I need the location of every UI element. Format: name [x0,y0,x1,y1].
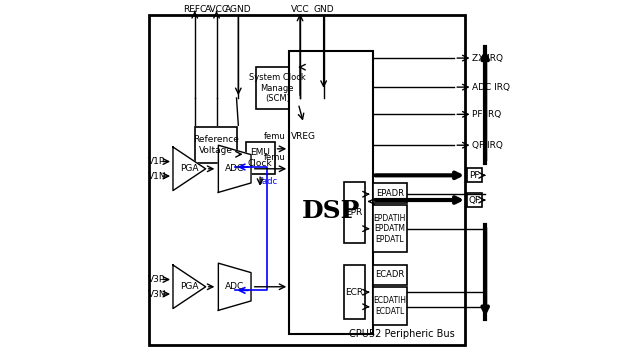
Text: QF: QF [468,196,481,204]
Text: Reference
Voltage: Reference Voltage [193,135,239,155]
Polygon shape [218,145,251,192]
FancyBboxPatch shape [246,142,275,174]
Polygon shape [173,147,205,191]
Text: femu: femu [264,154,285,162]
FancyBboxPatch shape [344,182,365,243]
Text: PGA: PGA [180,164,198,173]
Text: V3N: V3N [148,290,166,298]
Text: V3P: V3P [148,275,165,284]
Text: ECADR: ECADR [375,270,404,280]
Text: GND: GND [314,5,334,15]
Text: System Clock
Manage
(SCM): System Clock Manage (SCM) [249,73,306,103]
FancyBboxPatch shape [289,51,372,334]
Text: V1N: V1N [148,172,166,180]
Text: PGA: PGA [180,282,198,291]
Text: V1P: V1P [148,157,165,166]
Text: ECR: ECR [345,288,363,297]
FancyBboxPatch shape [372,183,407,203]
Text: AVCC: AVCC [205,5,228,15]
Text: EPDATIH
EPDATM
EPDATL: EPDATIH EPDATM EPDATL [374,214,406,244]
Text: fadc: fadc [260,177,278,186]
Text: ADC: ADC [225,164,244,173]
Text: VCC: VCC [291,5,309,15]
FancyBboxPatch shape [149,15,465,345]
Text: ADC IRQ: ADC IRQ [472,83,511,91]
Text: DSP: DSP [301,199,360,223]
FancyBboxPatch shape [195,127,237,163]
FancyBboxPatch shape [372,265,407,285]
Text: REFC: REFC [183,5,206,15]
FancyBboxPatch shape [291,123,316,149]
Text: QF IRQ: QF IRQ [472,141,503,150]
FancyBboxPatch shape [344,265,365,319]
Text: ZX IRQ: ZX IRQ [472,54,504,62]
FancyBboxPatch shape [257,67,298,109]
Polygon shape [173,265,205,309]
FancyBboxPatch shape [372,205,407,252]
Polygon shape [218,263,251,310]
Text: EMU
Clock: EMU Clock [248,148,273,168]
FancyBboxPatch shape [372,287,407,325]
Text: EPADR: EPADR [376,189,404,198]
Text: CPU52 Peripheric Bus: CPU52 Peripheric Bus [349,329,454,339]
Text: VREG: VREG [291,132,316,140]
Text: ADC: ADC [225,282,244,291]
FancyBboxPatch shape [467,193,481,207]
FancyBboxPatch shape [467,168,481,182]
Text: PF IRQ: PF IRQ [472,110,502,119]
Text: ECDATIH
ECDATL: ECDATIH ECDATL [373,296,406,315]
Text: PF: PF [469,171,479,180]
Text: AGND: AGND [225,5,252,15]
Text: EPR: EPR [346,208,363,217]
Text: femu: femu [264,132,285,140]
